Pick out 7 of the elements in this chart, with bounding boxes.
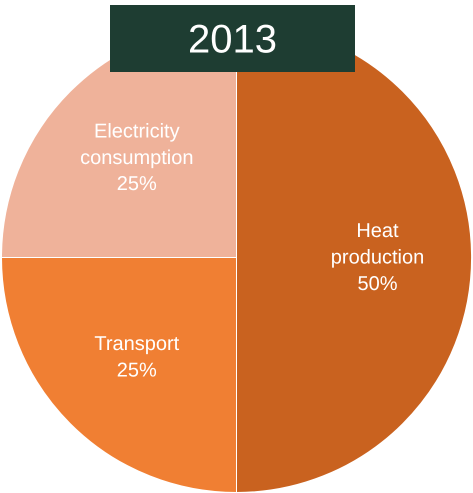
slice-label: Heat production: [330, 220, 424, 268]
data-label: 25%: [116, 173, 158, 196]
chart-title: 2013: [188, 18, 277, 62]
slice-label: Electricity consumption: [80, 120, 194, 169]
slice-label: Transport: [94, 333, 180, 355]
data-label: 25%: [116, 359, 158, 382]
data-label: 50%: [357, 272, 398, 295]
